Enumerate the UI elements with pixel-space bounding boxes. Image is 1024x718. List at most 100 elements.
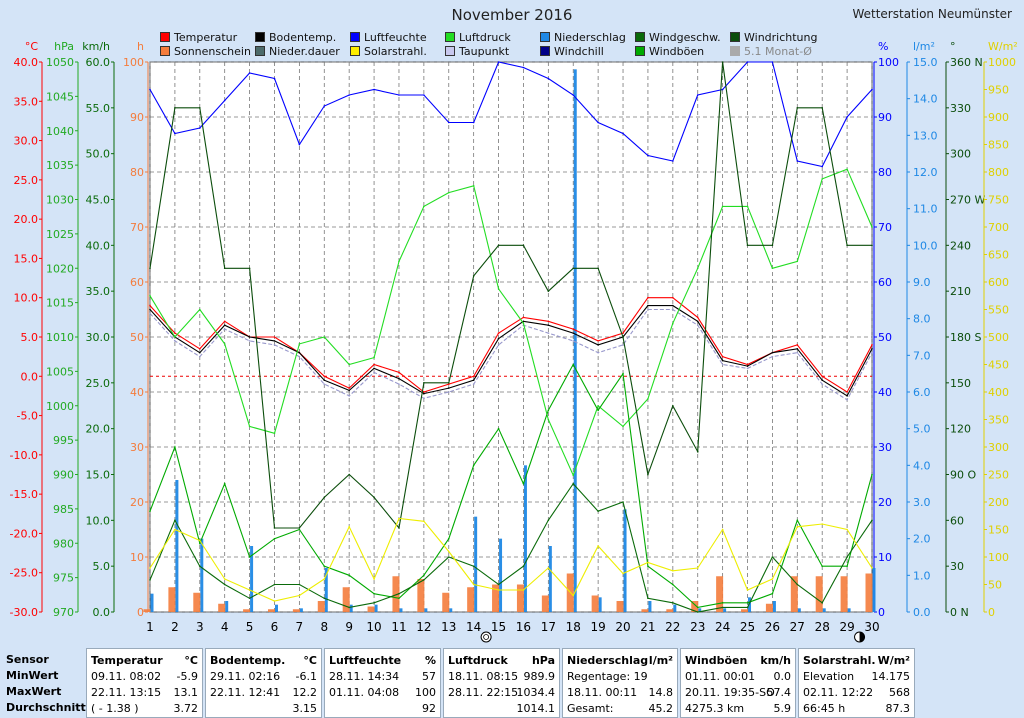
dir-tick-label: 150	[950, 377, 971, 390]
wind-axis-unit: km/h	[82, 40, 110, 53]
data-point	[447, 383, 450, 385]
data-point	[721, 88, 724, 91]
pressure-tick-label: 995	[53, 434, 74, 447]
legend-label: Luftfeuchte	[364, 31, 427, 44]
data-point	[323, 336, 326, 338]
stats-row-key: Regentage: 19	[567, 670, 648, 683]
data-point	[846, 399, 848, 401]
legend-swatch	[255, 32, 265, 42]
data-point	[572, 94, 575, 96]
pressure-tick-label: 1020	[46, 262, 74, 275]
data-point	[597, 545, 599, 547]
stats-row: 01.11. 04:08 100	[329, 685, 436, 701]
bar-sonnenschein	[616, 601, 624, 612]
data-point	[622, 572, 624, 575]
wind-tick-label: 15.0	[86, 469, 111, 482]
solar-tick-label: 300	[988, 441, 1009, 454]
stats-row-value: 57.4	[766, 686, 792, 699]
bar-sonnenschein	[143, 609, 151, 612]
data-point	[821, 565, 824, 567]
data-point	[547, 290, 550, 292]
stats-block-title: Bodentemp.	[210, 654, 286, 667]
bar-niederschlag	[598, 597, 602, 612]
temp-tick-label: 20.0	[14, 213, 39, 226]
stats-row-value: 100	[415, 686, 436, 699]
series-line-taupunkt	[149, 308, 873, 401]
data-point	[572, 340, 575, 342]
bar-niederschlag	[225, 601, 229, 612]
data-point	[323, 379, 326, 382]
data-point	[348, 525, 350, 528]
solar-tick-label: 1000	[988, 56, 1016, 69]
hours-tick-label: 50	[130, 331, 144, 344]
pressure-tick-label: 985	[53, 503, 74, 516]
data-point	[622, 372, 624, 375]
data-point	[597, 121, 599, 124]
humidity-tick-label: 60	[878, 276, 892, 289]
rain-tick-label: 15.0	[913, 56, 938, 69]
data-point	[298, 351, 301, 354]
hours-tick-label: 30	[130, 441, 144, 454]
stats-block-header: Solarstrahl. W/m²	[803, 653, 910, 669]
temp-tick-label: -15.0	[10, 488, 38, 501]
bar-niederschlag	[374, 604, 378, 612]
temp-tick-label: -20.0	[10, 527, 38, 540]
data-point	[149, 304, 151, 307]
data-point	[547, 418, 550, 421]
wind-tick-label: 45.0	[86, 194, 111, 207]
stats-block-title: Niederschlag	[567, 654, 649, 667]
rain-tick-label: 2.0	[913, 533, 931, 546]
data-point	[273, 432, 276, 435]
data-point	[248, 425, 251, 428]
bar-niederschlag	[324, 568, 328, 612]
bar-niederschlag	[772, 601, 776, 612]
pressure-tick-label: 990	[53, 469, 74, 482]
solar-tick-label: 0	[988, 606, 995, 619]
temp-tick-label: 10.0	[14, 292, 39, 305]
x-tick-label: 6	[271, 620, 279, 634]
data-point	[871, 347, 873, 350]
solar-tick-label: 650	[988, 249, 1009, 262]
solar-axis-unit: W/m²	[988, 40, 1018, 53]
rain-tick-label: 10.0	[913, 239, 938, 252]
stats-row-key: 01.11. 04:08	[329, 686, 400, 699]
x-tick-label: 25	[740, 620, 755, 634]
data-point	[796, 525, 799, 528]
legend-label: Windchill	[554, 45, 604, 58]
stats-row-value: -6.1	[295, 670, 317, 683]
legend-item: Luftdruck	[445, 31, 511, 44]
x-tick-label: 23	[690, 620, 705, 634]
stats-row: Regentage: 19	[567, 669, 673, 685]
data-point	[223, 320, 226, 323]
dir-tick-label: 60	[950, 514, 964, 527]
hours-tick-label: 70	[130, 221, 144, 234]
bar-sonnenschein	[666, 609, 674, 612]
data-point	[248, 589, 251, 591]
stats-row-key: 22.11. 13:15	[91, 686, 162, 699]
data-point	[522, 565, 525, 567]
legend-swatch	[730, 46, 740, 56]
dir-tick-label: 360 N	[950, 56, 983, 69]
legend-swatch	[255, 46, 265, 56]
data-point	[447, 387, 450, 389]
data-point	[721, 606, 724, 609]
data-point	[223, 343, 226, 345]
data-point	[597, 409, 599, 412]
data-point	[273, 583, 276, 586]
bar-niederschlag	[200, 538, 204, 612]
dir-tick-label: 240	[950, 239, 971, 252]
bar-sonnenschein	[193, 592, 201, 612]
legend-label: Luftdruck	[459, 31, 511, 44]
x-tick-label: 17	[541, 620, 556, 634]
solar-tick-label: 750	[988, 194, 1009, 207]
data-point	[647, 296, 649, 299]
data-point	[149, 294, 151, 297]
data-point	[497, 337, 500, 340]
data-point	[323, 496, 326, 499]
stats-row-value: 1014.1	[516, 702, 556, 715]
bar-niederschlag	[723, 608, 727, 612]
x-tick-label: 9	[345, 620, 353, 634]
data-point	[572, 482, 575, 485]
data-point	[273, 336, 276, 338]
temp-tick-label: 30.0	[14, 135, 39, 148]
